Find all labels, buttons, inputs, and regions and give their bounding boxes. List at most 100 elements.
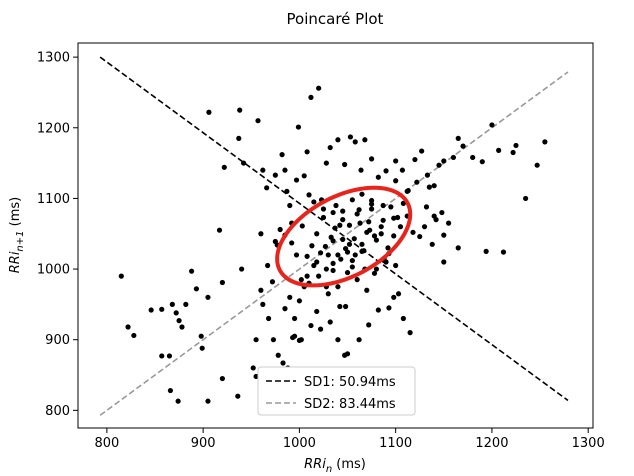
data-point <box>325 252 331 258</box>
data-point <box>193 286 200 292</box>
data-point <box>340 217 346 223</box>
data-point <box>299 223 305 229</box>
data-point <box>314 231 320 237</box>
data-point <box>317 250 324 256</box>
data-point <box>349 264 355 270</box>
data-point <box>479 159 485 165</box>
y-axis-label-unit: (ms) <box>8 197 23 231</box>
legend-label-sd2: SD2: 83.44ms <box>304 397 396 412</box>
data-point <box>205 294 211 300</box>
data-point <box>260 301 266 307</box>
data-point <box>219 279 225 286</box>
data-point <box>253 373 259 380</box>
data-point <box>414 179 420 185</box>
data-point <box>404 188 410 194</box>
data-point <box>340 208 346 214</box>
data-point <box>417 233 423 240</box>
data-point <box>393 178 399 184</box>
data-point <box>542 139 548 145</box>
data-point <box>426 184 432 190</box>
data-point <box>272 238 278 245</box>
data-point <box>175 398 181 404</box>
chart-title: Poincaré Plot <box>287 10 384 28</box>
x-tick-label: 1300 <box>572 436 605 451</box>
data-point <box>216 227 223 233</box>
data-point <box>455 245 461 251</box>
data-point <box>523 195 529 202</box>
data-point <box>378 224 384 230</box>
x-tick-label: 1200 <box>475 436 508 451</box>
data-point <box>169 301 175 307</box>
data-point <box>391 294 397 300</box>
data-point <box>320 214 327 221</box>
data-point <box>332 225 338 231</box>
data-point <box>206 109 212 115</box>
data-point <box>371 233 378 239</box>
data-point <box>282 167 288 173</box>
data-point <box>322 243 328 250</box>
data-point <box>400 200 406 206</box>
data-point <box>255 118 261 124</box>
data-point <box>301 173 307 179</box>
data-point <box>173 310 179 316</box>
data-point <box>343 245 349 252</box>
data-point <box>367 227 373 233</box>
x-axis-label-unit: (ms) <box>332 457 366 472</box>
data-point <box>333 202 339 209</box>
data-point <box>265 262 271 269</box>
data-point <box>275 352 281 358</box>
data-point <box>330 260 336 267</box>
data-point <box>327 319 333 325</box>
data-point <box>235 393 241 399</box>
data-point <box>349 257 355 264</box>
data-point <box>293 252 300 258</box>
y-tick-label: 900 <box>45 333 70 348</box>
data-point <box>421 224 428 230</box>
plot-area-frame <box>77 42 594 429</box>
x-axis-label: RRin (ms) <box>304 457 366 475</box>
data-point <box>393 262 399 269</box>
data-point <box>314 308 320 315</box>
data-point <box>359 241 365 247</box>
data-point <box>423 204 430 210</box>
data-point <box>320 206 327 212</box>
data-point <box>265 315 272 322</box>
data-point <box>342 161 348 168</box>
data-point <box>309 243 315 249</box>
data-point <box>470 154 476 161</box>
data-point <box>394 214 401 221</box>
data-point <box>436 162 442 168</box>
data-point <box>373 266 380 272</box>
y-axis-label-main: RRi <box>8 251 23 273</box>
data-point <box>335 252 341 258</box>
sd2-line <box>99 71 569 416</box>
data-point <box>159 353 165 359</box>
data-point <box>327 144 333 151</box>
data-point <box>308 94 314 100</box>
data-point <box>270 337 277 343</box>
data-point <box>277 226 283 233</box>
x-tick-label: 1100 <box>379 436 412 451</box>
data-point <box>280 360 286 366</box>
data-point <box>395 291 402 297</box>
data-point <box>410 229 416 235</box>
legend: SD1: 50.94ms SD2: 83.44ms <box>257 366 416 416</box>
data-point <box>260 167 266 173</box>
data-point <box>308 322 314 329</box>
data-point <box>383 168 389 174</box>
data-point <box>340 236 346 242</box>
x-tick-label: 900 <box>191 436 216 451</box>
data-point <box>287 294 293 300</box>
legend-box <box>257 366 416 416</box>
data-point <box>385 245 391 251</box>
data-point <box>330 209 336 216</box>
data-point <box>284 188 290 194</box>
sd-ellipse <box>275 185 413 288</box>
data-point <box>368 197 375 204</box>
data-point <box>354 277 360 283</box>
data-point <box>316 85 322 91</box>
data-point <box>450 154 457 161</box>
data-point <box>356 337 362 343</box>
data-point <box>354 211 360 217</box>
data-point <box>311 262 317 269</box>
